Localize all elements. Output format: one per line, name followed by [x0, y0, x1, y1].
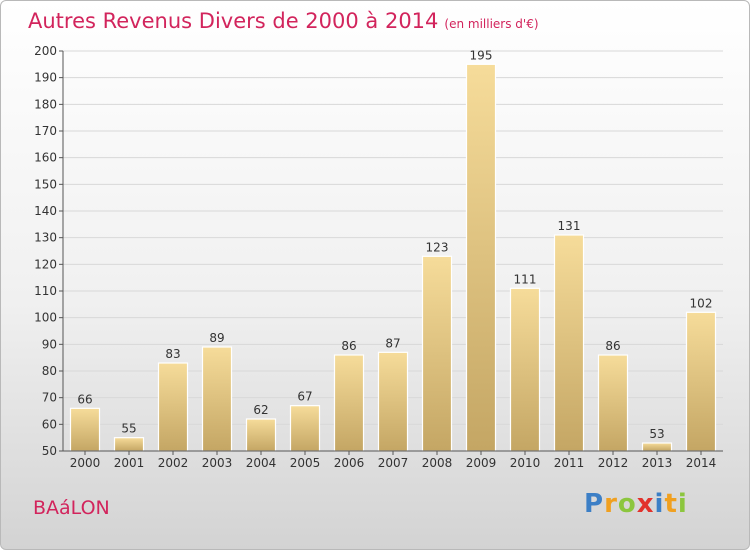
bar-value-label: 66 [77, 392, 92, 406]
bar-value-label: 62 [253, 403, 268, 417]
bar [641, 442, 673, 452]
bar-value-label: 195 [470, 48, 493, 62]
y-tick-label: 70 [42, 391, 57, 405]
bar-value-label: 123 [426, 240, 449, 254]
y-tick-label: 170 [34, 124, 57, 138]
chart-title-text: Autres Revenus Divers de 2000 à 2014 [28, 9, 439, 33]
x-tick-label: 2003 [202, 456, 233, 470]
bar [509, 287, 541, 452]
x-tick-label: 2000 [70, 456, 101, 470]
y-tick-label: 150 [34, 177, 57, 191]
x-tick-label: 2012 [598, 456, 629, 470]
x-tick-label: 2013 [642, 456, 673, 470]
bar-value-label: 89 [209, 331, 224, 345]
bar [597, 354, 629, 452]
logo-letter: P [584, 489, 605, 519]
y-tick-label: 200 [34, 44, 57, 58]
y-tick-label: 90 [42, 337, 57, 351]
bar-value-label: 86 [605, 339, 620, 353]
y-tick-label: 100 [34, 311, 57, 325]
bar [333, 354, 365, 452]
bar [377, 351, 409, 452]
bar [421, 255, 453, 452]
bar-value-label: 86 [341, 339, 356, 353]
x-tick-label: 2010 [510, 456, 541, 470]
y-tick-label: 120 [34, 257, 57, 271]
bar-value-label: 67 [297, 390, 312, 404]
x-tick-label: 2007 [378, 456, 409, 470]
bar [157, 362, 189, 452]
bar [553, 234, 585, 452]
bar [113, 437, 145, 452]
logo-letter: i [677, 489, 688, 519]
y-tick-label: 190 [34, 71, 57, 85]
logo-letter: i [654, 489, 665, 519]
place-name: BAáLON [33, 497, 110, 519]
y-tick-label: 110 [34, 284, 57, 298]
bar [685, 311, 717, 452]
bar-value-label: 131 [558, 219, 581, 233]
y-tick-label: 130 [34, 231, 57, 245]
bar-value-label: 55 [121, 422, 136, 436]
chart-unit-note: (en milliers d'€) [444, 17, 539, 31]
y-tick-label: 80 [42, 364, 57, 378]
x-tick-label: 2002 [158, 456, 189, 470]
x-tick-label: 2005 [290, 456, 321, 470]
y-tick-label: 60 [42, 417, 57, 431]
x-tick-label: 2004 [246, 456, 277, 470]
y-tick-label: 140 [34, 204, 57, 218]
axes: 50 60 70 80 90 100 110 120 130 140 150 160 170 180 190… [34, 44, 723, 470]
proxiti-logo: Proxiti [584, 489, 688, 519]
y-tick-label: 180 [34, 97, 57, 111]
bar-value-label: 102 [690, 296, 713, 310]
x-tick-label: 2008 [422, 456, 453, 470]
x-tick-label: 2006 [334, 456, 365, 470]
logo-letter: x [636, 489, 655, 519]
logo-letter: t [664, 489, 678, 519]
chart-title: Autres Revenus Divers de 2000 à 2014 (en … [28, 9, 539, 33]
bar [465, 63, 497, 452]
y-tick-label: 50 [42, 444, 57, 458]
bar-value-label: 83 [165, 347, 180, 361]
bar [289, 405, 321, 452]
bar [69, 407, 101, 452]
x-tick-label: 2001 [114, 456, 145, 470]
x-tick-label: 2014 [686, 456, 717, 470]
bar-value-label: 87 [385, 336, 400, 350]
x-tick-label: 2009 [466, 456, 497, 470]
logo-letter: o [617, 489, 637, 519]
bars: 66 55 83 89 62 67 86 87 123 195 111 131 86 53 102 [69, 48, 717, 452]
bar [201, 346, 233, 452]
bar-value-label: 53 [649, 427, 664, 441]
logo-letter: r [604, 489, 618, 519]
bar-value-label: 111 [514, 272, 537, 286]
y-tick-label: 160 [34, 151, 57, 165]
x-tick-label: 2011 [554, 456, 585, 470]
bar [245, 418, 277, 452]
